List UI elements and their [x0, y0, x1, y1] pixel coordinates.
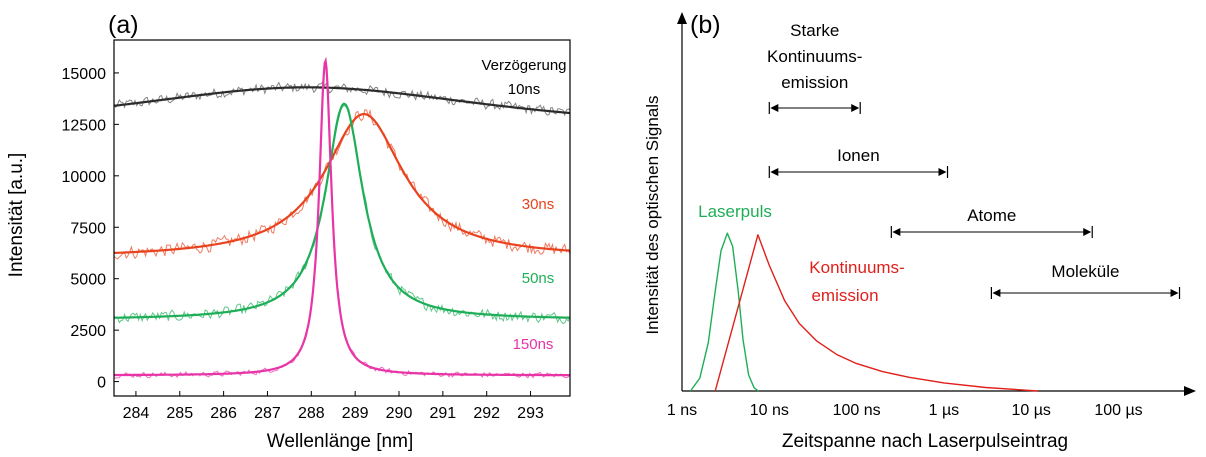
- series-30ns-data: [114, 108, 570, 260]
- x-axis-label-b: Zeitspanne nach Laserpulseintrag: [782, 431, 1068, 452]
- range-label: Moleküle: [1051, 262, 1119, 281]
- y-axis-arrow-b: [677, 12, 687, 24]
- x-tick-label-b: 10 µs: [1011, 402, 1050, 419]
- y-tick-label-a: 7500: [70, 220, 106, 237]
- series-label-150ns: 150ns: [513, 336, 554, 353]
- legend-title-line1: Verzögerung: [481, 57, 566, 74]
- y-axis-label-a: Intensität [a.u.]: [6, 153, 27, 278]
- range-end-arrow: [938, 168, 947, 176]
- x-tick-label-b: 10 ns: [750, 402, 789, 419]
- y-axis-label-b: Intensität des optischen Signals: [643, 95, 662, 334]
- x-tick-label-b: 100 µs: [1094, 402, 1142, 419]
- x-tick-label-a: 287: [254, 405, 281, 422]
- panel-a: (a) Verzögerung 10ns 30ns 50ns 150ns Int…: [6, 11, 571, 452]
- x-tick-label-a: 289: [342, 405, 369, 422]
- range-label: emission: [781, 73, 848, 92]
- x-tick-label-a: 290: [386, 405, 413, 422]
- laserpuls-label: Laserpuls: [698, 202, 772, 221]
- plot-area-a: [114, 56, 570, 379]
- range-label: Ionen: [837, 146, 880, 165]
- range-label: Atome: [967, 206, 1016, 225]
- range-start-arrow: [992, 289, 1001, 297]
- series-10ns-fit: [114, 86, 570, 115]
- series-label-50ns: 50ns: [522, 270, 555, 287]
- range-label: Kontinuums-: [767, 47, 862, 66]
- kontinuum-label-line1: Kontinuums-: [809, 258, 904, 277]
- panel-b: (b) Intensität des optischen Signals Zei…: [643, 11, 1196, 452]
- panel-b-label: (b): [690, 11, 721, 39]
- axes-frame-a: [113, 39, 571, 397]
- x-tick-label-a: 285: [166, 405, 193, 422]
- legend-title-line2: 10ns: [508, 81, 541, 98]
- kontinuum-label-line2: emission: [811, 286, 878, 305]
- x-tick-label-a: 291: [429, 405, 456, 422]
- series-label-30ns: 30ns: [522, 196, 555, 213]
- x-tick-label-a: 293: [517, 405, 544, 422]
- y-tick-label-a: 15000: [62, 66, 107, 83]
- range-start-arrow: [770, 104, 779, 112]
- range-end-arrow: [1083, 228, 1092, 236]
- y-tick-label-a: 5000: [70, 272, 106, 289]
- x-tick-label-b: 1 ns: [667, 402, 697, 419]
- y-tick-label-a: 12500: [62, 117, 107, 134]
- x-tick-label-a: 288: [298, 405, 325, 422]
- series-30ns-fit: [114, 113, 570, 255]
- curve-Kontinuums-emission: [714, 234, 1039, 392]
- series-10ns-data: [114, 80, 570, 117]
- panel-a-label: (a): [108, 11, 139, 39]
- x-axis-label-a: Wellenlänge [nm]: [267, 431, 413, 452]
- y-tick-label-a: 0: [97, 375, 106, 392]
- x-tick-label-a: 292: [473, 405, 500, 422]
- x-tick-label-a: 284: [123, 405, 150, 422]
- series-50ns-fit: [114, 102, 570, 319]
- range-end-arrow: [851, 104, 860, 112]
- y-tick-label-a: 10000: [62, 169, 107, 186]
- series-150ns-fit: [114, 56, 570, 377]
- range-start-arrow: [892, 228, 901, 236]
- x-tick-label-b: 100 ns: [833, 402, 881, 419]
- range-label: Starke: [790, 21, 839, 40]
- range-start-arrow: [770, 168, 779, 176]
- x-tick-label-a: 286: [210, 405, 237, 422]
- range-end-arrow: [1170, 289, 1179, 297]
- x-tick-label-b: 1 µs: [929, 402, 960, 419]
- y-tick-label-a: 2500: [70, 323, 106, 340]
- series-150ns-data: [114, 61, 570, 379]
- curve-Laserpuls: [689, 232, 759, 392]
- x-axis-arrow-b: [1184, 386, 1196, 396]
